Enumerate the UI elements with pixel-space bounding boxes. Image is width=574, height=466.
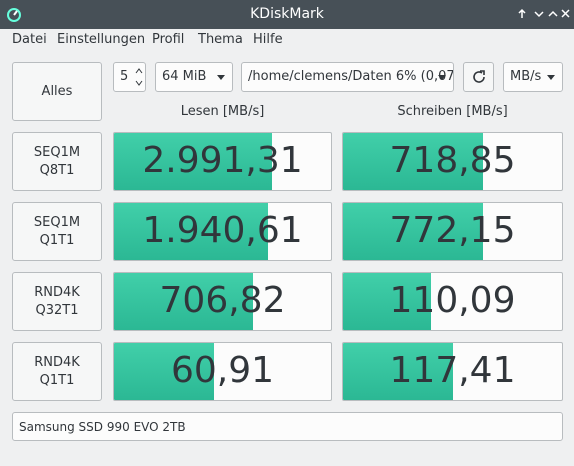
read-result-bar: 706,82 — [113, 272, 332, 331]
unit-value: MB/s — [510, 69, 542, 84]
read-header: Lesen [MB/s] — [180, 104, 265, 119]
read-result: 706,82 — [159, 280, 286, 321]
test-label: RND4K — [34, 284, 80, 300]
result-fill — [114, 203, 269, 260]
path-combo[interactable]: /home/clemens/Daten 6% (0,07 — [241, 62, 454, 92]
test-label: Q8T1 — [39, 162, 75, 178]
read-result: 2.991,31 — [142, 140, 303, 181]
test-button[interactable]: SEQ1M Q1T1 — [12, 202, 102, 261]
test-label: RND4K — [34, 354, 80, 370]
count-spinbox[interactable]: 5 — [113, 62, 146, 92]
result-fill — [343, 203, 484, 260]
window-buttons[interactable] — [518, 6, 570, 22]
refresh-icon — [472, 70, 485, 83]
app-icon — [7, 8, 21, 22]
test-label: Q32T1 — [35, 302, 79, 318]
test-button[interactable]: RND4K Q1T1 — [12, 342, 102, 401]
test-button[interactable]: RND4K Q32T1 — [12, 272, 102, 331]
write-result: 110,09 — [389, 280, 516, 321]
write-result: 772,15 — [389, 210, 516, 251]
menu-bar: Datei Einstellungen Profil Thema Hilfe — [0, 29, 574, 51]
read-result: 60,91 — [170, 350, 275, 391]
path-value: /home/clemens/Daten 6% (0,07 — [248, 69, 454, 84]
write-result-bar: 772,15 — [342, 202, 563, 261]
test-button[interactable]: SEQ1M Q8T1 — [12, 132, 102, 191]
write-result-bar: 110,09 — [342, 272, 563, 331]
menu-item[interactable]: Datei — [12, 32, 47, 47]
write-result: 718,85 — [389, 140, 516, 181]
result-fill — [343, 343, 453, 400]
test-label: SEQ1M — [33, 214, 81, 230]
write-header: Schreiben [MB/s] — [397, 104, 508, 119]
status-field: Samsung SSD 990 EVO 2TB — [12, 412, 563, 441]
read-result-bar: 2.991,31 — [113, 132, 332, 191]
size-value: 64 MiB — [162, 69, 207, 84]
result-fill — [343, 273, 431, 330]
test-label: Q1T1 — [39, 232, 75, 248]
menu-item[interactable]: Profil — [152, 32, 185, 47]
spin-arrows — [135, 68, 143, 86]
result-fill — [114, 273, 253, 330]
count-value: 5 — [120, 69, 129, 84]
window-title: KDiskMark — [250, 6, 324, 22]
read-result-bar: 1.940,61 — [113, 202, 332, 261]
menu-item[interactable]: Hilfe — [253, 32, 283, 47]
write-result-bar: 718,85 — [342, 132, 563, 191]
result-fill — [343, 133, 484, 190]
read-result-bar: 60,91 — [113, 342, 332, 401]
result-fill — [114, 133, 273, 190]
read-result: 1.940,61 — [142, 210, 303, 251]
test-label: SEQ1M — [33, 144, 81, 160]
write-result-bar: 117,41 — [342, 342, 563, 401]
size-combo[interactable]: 64 MiB — [155, 62, 233, 92]
refresh-button[interactable] — [463, 62, 494, 92]
result-fill — [114, 343, 214, 400]
unit-combo[interactable]: MB/s — [503, 62, 563, 92]
write-result: 117,41 — [389, 350, 516, 391]
menu-item[interactable]: Einstellungen — [57, 32, 146, 47]
title-bar: KDiskMark — [0, 0, 574, 29]
menu-item[interactable]: Thema — [198, 32, 243, 47]
test-label: Q1T1 — [39, 372, 75, 388]
run-all-button[interactable]: Alles — [12, 62, 102, 121]
